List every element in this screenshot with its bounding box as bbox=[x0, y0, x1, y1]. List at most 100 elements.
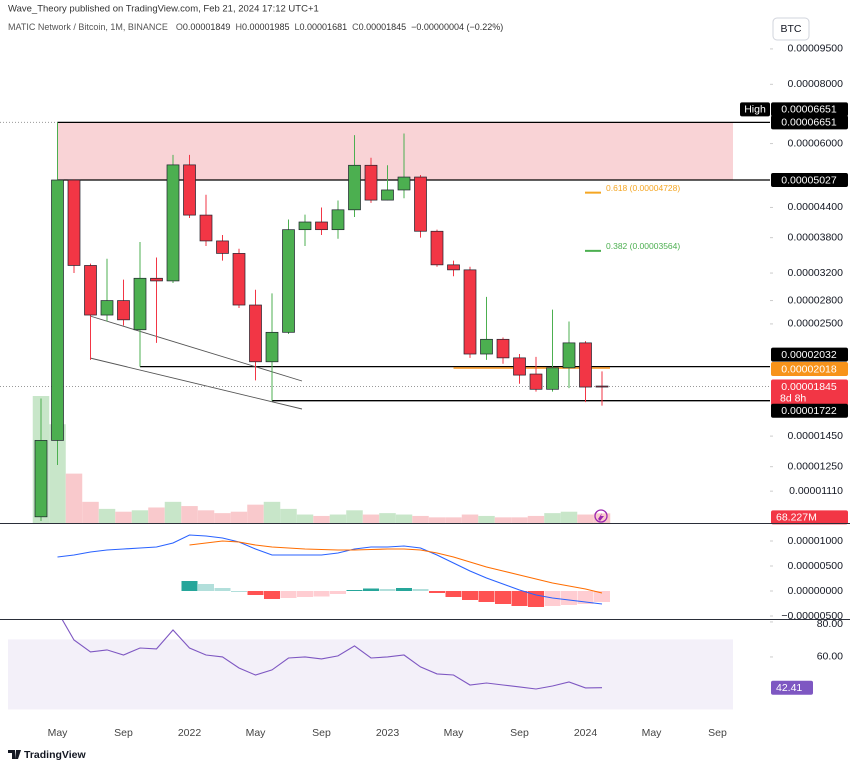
macd-histogram bbox=[214, 588, 231, 591]
candle-body bbox=[513, 357, 526, 376]
candle-body bbox=[216, 240, 229, 254]
macd-histogram bbox=[363, 588, 379, 591]
signal-line bbox=[189, 540, 603, 594]
candle-body bbox=[562, 342, 576, 369]
volume-bar bbox=[65, 473, 83, 523]
ohlc-value: 0.00001849 bbox=[183, 22, 231, 32]
price-badge-label: 0.00006651 bbox=[781, 117, 837, 129]
x-tick-label: 2022 bbox=[178, 727, 202, 739]
publisher: Wave_Theory published on TradingView.com… bbox=[8, 4, 319, 15]
candle-body bbox=[463, 269, 477, 355]
last-badge-label: 0.00001845 bbox=[781, 381, 837, 393]
volume-bar bbox=[395, 514, 413, 523]
candle-body bbox=[529, 373, 543, 390]
macd-line bbox=[57, 534, 603, 605]
volume-bar bbox=[494, 517, 512, 523]
macd-histogram bbox=[429, 591, 445, 593]
candle-body bbox=[595, 385, 609, 388]
volume-bar bbox=[461, 514, 479, 523]
volume-badge-label: 68.227M bbox=[776, 512, 817, 524]
rsi-y-tick-label: 80.00 bbox=[817, 618, 843, 630]
macd-histogram bbox=[445, 591, 462, 597]
x-tick-label: May bbox=[246, 727, 267, 739]
currency-button[interactable]: BTC bbox=[772, 17, 810, 41]
macd-histogram bbox=[462, 591, 478, 600]
trendline bbox=[89, 315, 303, 382]
candle-body bbox=[249, 304, 262, 363]
candle-body bbox=[480, 338, 493, 355]
candle-body bbox=[51, 179, 64, 441]
y-tick-label: 0.00006000 bbox=[788, 137, 844, 149]
price-badge bbox=[771, 362, 848, 377]
macd-histogram bbox=[330, 591, 346, 594]
y-tick-label: 0.00009500 bbox=[788, 43, 844, 55]
volume-bar bbox=[82, 501, 99, 523]
x-tick-label: Sep bbox=[114, 727, 133, 739]
fib-label: 0.382 (0.00003564) bbox=[606, 241, 680, 251]
candle-body bbox=[364, 164, 378, 201]
candle-body bbox=[199, 214, 213, 242]
symbol-title: MATIC Network / Bitcoin, 1M, BINANCE bbox=[8, 22, 168, 32]
brand-name: TradingView bbox=[24, 749, 86, 761]
candle-body bbox=[579, 342, 592, 388]
volume-bar bbox=[560, 511, 578, 523]
y-tick-label: 0.00001250 bbox=[788, 460, 844, 472]
currency[interactable]: BTC bbox=[781, 23, 802, 35]
price-badge-label: 0.00001722 bbox=[781, 405, 837, 417]
candle-body bbox=[397, 176, 411, 191]
macd-histogram bbox=[264, 591, 280, 599]
ohlc-name: C bbox=[352, 22, 359, 32]
volume-bar bbox=[379, 513, 396, 523]
candle-body bbox=[166, 164, 180, 282]
axes: 0.00009500 0.00008000 0.00006000 0.00004400… bbox=[48, 43, 848, 739]
macd-pane bbox=[57, 534, 610, 607]
y-tick-label: 0.00001110 bbox=[789, 485, 843, 497]
x-tick-label: May bbox=[48, 727, 69, 739]
change: −0.00000004 (−0.22%) bbox=[411, 22, 503, 32]
macd-y-tick-label: −0.00000500 bbox=[781, 610, 843, 622]
price-badge bbox=[771, 173, 848, 188]
price-badge bbox=[771, 115, 848, 130]
volume-bar bbox=[412, 515, 429, 523]
candle-body bbox=[430, 230, 444, 266]
trendline bbox=[89, 357, 303, 410]
rsi-pane bbox=[8, 620, 733, 710]
rsi-badge-label: 42.41 bbox=[776, 682, 802, 694]
resistance-zone bbox=[57, 122, 733, 181]
brand-logo bbox=[8, 750, 21, 759]
volume-bar bbox=[428, 517, 446, 523]
macd-histogram bbox=[346, 590, 363, 591]
macd-histogram bbox=[396, 588, 412, 591]
ohlc-value: 0.00001985 bbox=[242, 22, 290, 32]
macd-histogram bbox=[495, 591, 511, 604]
macd-y-tick-label: 0.00001000 bbox=[788, 535, 844, 547]
volume-bar bbox=[49, 424, 66, 523]
candle-body bbox=[84, 265, 97, 316]
candle-body bbox=[265, 331, 279, 363]
macd-y-tick-label: 0.00000500 bbox=[788, 560, 844, 572]
volume-bar bbox=[230, 511, 248, 523]
fib-label: 0.618 (0.00004728) bbox=[606, 183, 680, 193]
macd-histogram bbox=[594, 591, 610, 602]
y-tick-label: 0.00003800 bbox=[788, 231, 844, 243]
macd-histogram bbox=[528, 591, 544, 607]
high-tag-label: High bbox=[744, 104, 766, 116]
event-icon[interactable] bbox=[594, 509, 608, 523]
macd-histogram bbox=[297, 591, 313, 597]
ohlc-value: 0.00001845 bbox=[359, 22, 407, 32]
x-tick-label: 2024 bbox=[574, 727, 598, 739]
volume-bar bbox=[511, 517, 528, 523]
y-tick-label: 0.00002800 bbox=[788, 294, 844, 306]
macd-histogram bbox=[379, 589, 396, 591]
main-pane: 0.618 (0.00004728) 0.382 (0.00003564) bbox=[0, 121, 770, 523]
price-badge bbox=[771, 403, 848, 418]
macd-histogram bbox=[511, 591, 528, 606]
candle-body bbox=[100, 300, 114, 316]
volume-bar bbox=[98, 508, 116, 523]
ohlc-name: O bbox=[176, 22, 183, 32]
y-tick-label: 0.00008000 bbox=[788, 78, 844, 90]
macd-histogram bbox=[561, 591, 577, 605]
ohlc-name: L bbox=[295, 22, 300, 32]
price-badge-label: 0.00005027 bbox=[781, 174, 837, 186]
